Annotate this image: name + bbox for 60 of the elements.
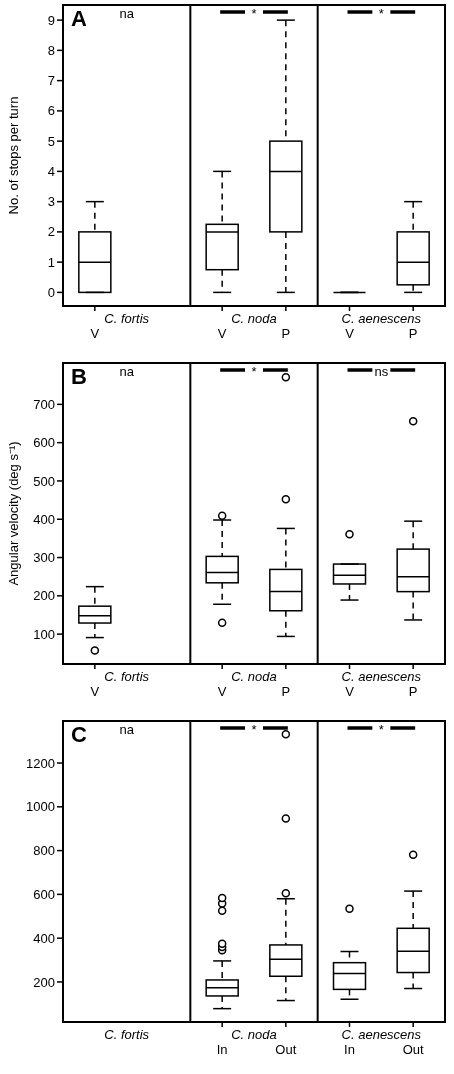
- y-tick-label: 6: [47, 103, 55, 119]
- y-tick-label: 5: [47, 133, 55, 149]
- y-tick-label: 400: [33, 511, 55, 527]
- chart-title: C: [71, 722, 87, 747]
- annotation: *: [378, 722, 384, 737]
- y-tick-label: 7: [47, 73, 55, 89]
- y-tick-label: 600: [33, 886, 55, 902]
- y-tick-label: 1000: [26, 799, 55, 815]
- annotation: ns: [374, 364, 389, 379]
- annotation: na: [119, 722, 135, 737]
- x-tick-label: V: [217, 326, 227, 341]
- x-tick-label: In: [216, 1042, 228, 1057]
- text: C. aenescens: [341, 311, 422, 326]
- x-tick-label: Out: [402, 1042, 425, 1057]
- y-tick-label: 9: [47, 12, 55, 28]
- annotation: *: [378, 6, 384, 21]
- x-tick-label: P: [281, 684, 291, 699]
- x-tick-label: In: [344, 1042, 355, 1057]
- y-tick-label: 4: [47, 164, 55, 179]
- y-tick-label: 1: [47, 254, 55, 270]
- y-tick-label: 8: [47, 42, 55, 58]
- chart-title: A: [71, 6, 87, 31]
- y-axis-title: Angular velocity (deg s⁻¹): [6, 441, 21, 586]
- text: C. noda: [231, 311, 277, 326]
- x-tick-label: Out: [275, 1042, 297, 1057]
- text: C. noda: [231, 669, 277, 684]
- annotation: *: [251, 722, 257, 737]
- y-tick-label: 800: [33, 843, 55, 859]
- chart-title: B: [71, 364, 87, 389]
- y-tick-label: 0: [47, 285, 55, 300]
- x-tick-label: V: [90, 684, 100, 699]
- y-tick-label: 500: [33, 473, 55, 489]
- x-tick-label: V: [345, 326, 355, 341]
- x-tick-label: P: [408, 684, 418, 699]
- annotation: na: [119, 6, 135, 21]
- annotation: *: [251, 364, 257, 379]
- x-tick-label: V: [90, 326, 100, 341]
- annotation: na: [119, 364, 135, 379]
- y-tick-label: 300: [33, 550, 55, 566]
- text: C. fortis: [104, 1027, 150, 1042]
- text: C. fortis: [104, 669, 150, 684]
- x-tick-label: P: [281, 326, 291, 341]
- y-tick-label: 100: [33, 626, 55, 642]
- y-axis-title: No. of stops per turn: [6, 96, 21, 215]
- y-tick-label: 600: [33, 435, 55, 451]
- text: C. aenescens: [341, 1027, 422, 1042]
- x-tick-label: V: [217, 684, 227, 699]
- y-tick-label: 200: [33, 974, 55, 990]
- y-tick-label: 1200: [26, 755, 55, 771]
- y-tick-label: 2: [47, 224, 55, 240]
- y-tick-label: 400: [33, 930, 55, 946]
- annotation: *: [251, 6, 257, 21]
- y-tick-label: 3: [47, 194, 55, 210]
- text: C. aenescens: [341, 669, 422, 684]
- text: C. fortis: [104, 311, 150, 326]
- y-tick-label: 700: [33, 396, 55, 412]
- text: C. noda: [231, 1027, 277, 1042]
- x-tick-label: P: [408, 326, 418, 341]
- y-tick-label: 200: [33, 588, 55, 604]
- x-tick-label: V: [345, 684, 355, 699]
